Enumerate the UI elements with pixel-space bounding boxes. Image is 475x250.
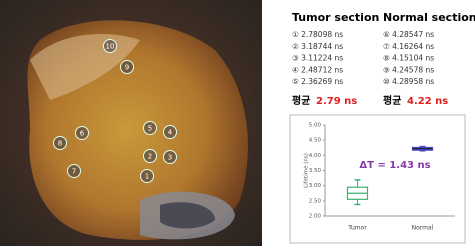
y-axis-label: Lifetime (ns) — [304, 153, 310, 188]
lifetime-item: ③ 3.11224 ns — [292, 54, 343, 63]
lifetime-item: ⑤ 2.36269 ns — [292, 77, 343, 86]
marker-label: 8 — [58, 140, 62, 148]
tumor-title: Tumor section — [292, 11, 379, 24]
marker-label: 6 — [80, 130, 85, 138]
marker — [143, 121, 157, 135]
marker-label: 7 — [72, 168, 76, 176]
avg-label: 평균 — [383, 94, 401, 107]
marker — [140, 169, 154, 183]
lifetime-item: ⑩ 4.28958 ns — [383, 77, 434, 86]
y-tick-label: 5.00 — [309, 123, 322, 129]
y-tick-label: 4.50 — [309, 138, 322, 144]
annotation: ΔT = 1.43 ns — [359, 160, 430, 171]
avg-value: 4.22 ns — [407, 96, 448, 107]
marker-label: 4 — [168, 129, 173, 137]
lifetime-item: ⑧ 4.15104 ns — [383, 54, 434, 63]
lifetime-item: ② 3.18744 ns — [292, 42, 343, 51]
lifetime-item: ④ 2.48712 ns — [292, 65, 343, 74]
marker — [120, 60, 134, 74]
marker-label: 10 — [106, 43, 115, 51]
marker — [163, 125, 177, 139]
y-tick-label: 2.50 — [309, 198, 322, 204]
lifetime-item: ⑦ 4.16264 ns — [383, 42, 434, 51]
y-tick-label: 3.00 — [309, 183, 322, 189]
photo — [0, 0, 262, 246]
avg-label: 평균 — [292, 94, 310, 107]
lifetime-item: ① 2.78098 ns — [292, 30, 343, 39]
chart-frame — [289, 114, 466, 244]
marker — [53, 136, 67, 150]
marker — [163, 150, 177, 164]
y-tick-label: 3.50 — [309, 168, 322, 174]
marker-label: 1 — [145, 173, 149, 181]
marker — [103, 39, 117, 53]
marker-label: 2 — [148, 153, 152, 161]
y-tick-label: 4.00 — [309, 153, 322, 159]
marker-label: 9 — [125, 64, 129, 72]
marker — [143, 149, 157, 163]
text-panel: Tumor section Normal section 평균 2.79 ns … — [292, 11, 475, 107]
y-tick-label: 2.00 — [309, 214, 322, 220]
normal-title: Normal section — [383, 11, 475, 24]
lifetime-item: ⑨ 4.24578 ns — [383, 65, 434, 74]
marker — [75, 126, 89, 140]
marker-label: 3 — [168, 154, 172, 162]
marker-label: 5 — [148, 125, 152, 133]
x-tick-label: Normal — [412, 225, 434, 232]
marker — [67, 164, 81, 178]
avg-value: 2.79 ns — [316, 96, 357, 107]
x-tick-label: Tumor — [347, 225, 367, 232]
lifetime-item: ⑥ 4.28547 ns — [383, 30, 434, 39]
